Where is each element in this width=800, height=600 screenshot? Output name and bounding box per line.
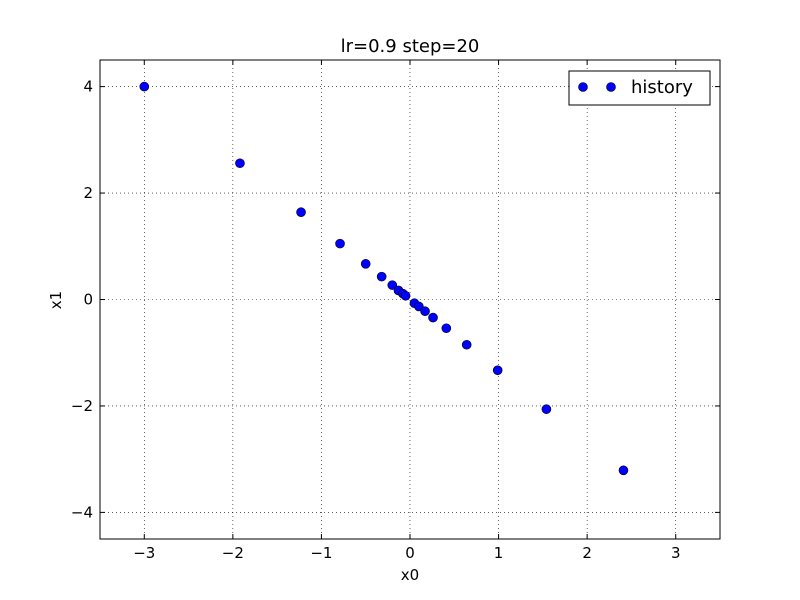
data-point (420, 306, 430, 317)
y-tick-label: 4 (83, 78, 93, 96)
y-tick-label: 2 (83, 184, 93, 202)
data-point (492, 365, 503, 376)
y-tick-label: −4 (71, 503, 93, 521)
tick-labels: −3 −2 −1 0 1 2 3 −4 −2 0 2 4 (71, 78, 681, 562)
data-point (376, 271, 387, 282)
legend-marker-right (606, 82, 616, 92)
x-tick-label: −2 (222, 544, 244, 562)
data-point (541, 404, 552, 414)
x-tick-label: 0 (405, 544, 415, 562)
y-tick-label: 0 (83, 291, 93, 309)
axis-ticks (100, 60, 720, 539)
data-point (461, 339, 472, 350)
y-tick-label: −2 (71, 397, 93, 415)
legend-box (568, 70, 711, 106)
x-tick-label: 2 (582, 544, 592, 562)
legend-marker-left (578, 82, 588, 92)
data-point (441, 323, 452, 334)
legend: history (568, 70, 711, 106)
x-tick-label: 3 (671, 544, 681, 562)
x-tick-label: −3 (133, 544, 155, 562)
data-point (428, 312, 438, 323)
x-tick-label: 1 (494, 544, 504, 562)
y-axis-label: x1 (47, 291, 65, 309)
data-point (335, 238, 345, 249)
data-point (618, 465, 629, 476)
data-point (387, 280, 398, 290)
data-point (360, 259, 371, 269)
data-point (139, 81, 150, 92)
x-tick-label: −1 (310, 544, 332, 562)
data-point (296, 207, 306, 218)
scatter-points (139, 81, 629, 476)
chart-title: lr=0.9 step=20 (341, 36, 480, 57)
data-point (400, 290, 411, 301)
data-point (235, 158, 245, 169)
legend-label: history (631, 77, 693, 98)
x-axis-label: x0 (401, 566, 419, 584)
